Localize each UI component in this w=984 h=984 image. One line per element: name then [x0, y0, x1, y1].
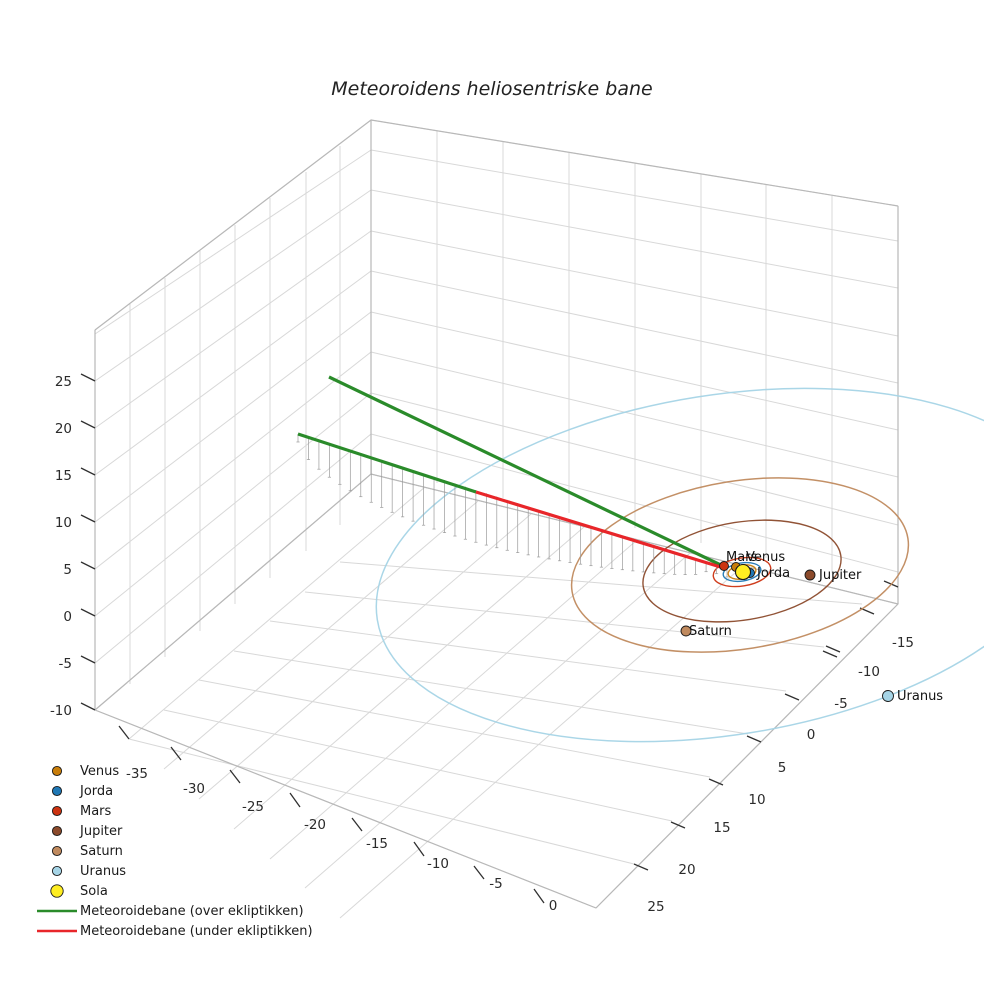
body-label-jupiter: Jupiter — [818, 568, 862, 583]
y-tick-label: 5 — [778, 760, 787, 776]
trajectory-droplines — [296, 434, 729, 578]
orbit-jupiter — [642, 519, 842, 623]
plot-title: Meteoroidens heliosentriske bane — [331, 78, 652, 100]
z-tick-label: 25 — [55, 374, 72, 390]
legend-label-saturn: Saturn — [80, 844, 123, 859]
body-marker-saturn — [680, 625, 692, 637]
x-tick-label: -25 — [242, 799, 264, 815]
y-tick-label: 20 — [678, 862, 695, 878]
y-tick-label: 15 — [713, 820, 730, 836]
z-axis-ticks: 25 20 15 10 5 0 -5 -10 — [50, 373, 96, 719]
trajectory-under-ecliptic — [475, 490, 728, 571]
x-tick-label: 0 — [549, 898, 558, 914]
orbit-paths — [375, 387, 984, 743]
x-tick-label: -20 — [304, 817, 326, 833]
legend-marker-venus — [51, 765, 63, 777]
y-tick-label: -10 — [858, 664, 880, 680]
body-marker-sola — [734, 563, 752, 581]
z-tick-label: 0 — [63, 609, 72, 625]
legend-label-trajectory-over: Meteoroidebane (over ekliptikken) — [80, 904, 304, 919]
meteoroid-trajectory — [297, 375, 728, 571]
legend-item-uranus[interactable]: Uranus — [51, 864, 126, 879]
z-tick-label: 5 — [63, 562, 72, 578]
body-marker-jupiter — [804, 569, 816, 581]
body-label-jorda: Jorda — [756, 566, 790, 581]
body-marker-uranus — [882, 690, 894, 702]
legend-item-saturn[interactable]: Saturn — [51, 844, 123, 859]
legend-marker-sola — [50, 884, 64, 898]
trajectory-over-ecliptic — [297, 432, 477, 494]
z-tick-label: -10 — [50, 703, 72, 719]
body-label-saturn: Saturn — [689, 624, 732, 639]
x-tick-label: -35 — [126, 766, 148, 782]
orbit-saturn — [570, 477, 910, 653]
orbit-jorda — [722, 561, 762, 583]
body-uranus: Uranus — [882, 689, 943, 704]
legend-item-jupiter[interactable]: Jupiter — [51, 824, 123, 839]
x-tick-label: -5 — [489, 876, 502, 892]
legend-item-mars[interactable]: Mars — [51, 804, 112, 819]
legend-item-jorda[interactable]: Jorda — [51, 784, 113, 799]
top-back-edge — [94, 119, 899, 331]
legend-item-sola[interactable]: Sola — [50, 884, 108, 899]
z-tick-label: 10 — [55, 515, 72, 531]
orbit-uranus — [375, 387, 984, 743]
x-axis-ticks: -35 -30 -25 -20 -15 -10 -5 0 — [118, 725, 558, 914]
body-saturn: Saturn — [680, 624, 732, 639]
y-tick-label: -15 — [892, 635, 914, 651]
legend-marker-uranus — [51, 865, 63, 877]
legend-item-trajectory-under[interactable]: Meteoroidebane (under ekliptikken) — [37, 924, 313, 939]
body-mars: Mars — [719, 550, 758, 571]
z-tick-label: 20 — [55, 421, 72, 437]
legend-label-trajectory-under: Meteoroidebane (under ekliptikken) — [80, 924, 313, 939]
legend-label-jorda: Jorda — [79, 784, 113, 799]
pane-left — [94, 118, 372, 711]
y-tick-label: 25 — [647, 899, 664, 915]
legend-label-mars: Mars — [80, 804, 112, 819]
x-tick-label: -30 — [183, 781, 205, 797]
z-tick-label: -5 — [59, 656, 72, 672]
z-tick-label: 15 — [55, 468, 72, 484]
y-axis-spine — [595, 603, 899, 909]
y-tick-label: 10 — [748, 792, 765, 808]
x-tick-label: -10 — [427, 856, 449, 872]
x-tick-label: -15 — [366, 836, 388, 852]
orbit-mars — [712, 556, 772, 588]
legend-label-uranus: Uranus — [80, 864, 126, 879]
y-tick-label: -5 — [834, 696, 847, 712]
trajectory-over-ecliptic — [328, 375, 728, 570]
y-axis-ticks: 25 20 15 10 5 0 -5 -10 -15 — [633, 580, 914, 915]
body-jupiter: Jupiter — [804, 568, 862, 583]
body-label-venus: Venus — [746, 550, 785, 565]
legend-item-venus[interactable]: Venus — [51, 764, 119, 779]
legend-label-venus: Venus — [80, 764, 119, 779]
y-tick-label: 0 — [807, 727, 816, 743]
legend-marker-saturn — [51, 845, 63, 857]
plot-legend: Venus Jorda Mars Jupiter Saturn Uranus Sola Met… — [37, 764, 313, 939]
legend-item-trajectory-over[interactable]: Meteoroidebane (over ekliptikken) — [37, 904, 304, 919]
x-axis-spine — [94, 709, 597, 909]
legend-label-jupiter: Jupiter — [79, 824, 123, 839]
legend-marker-jorda — [51, 785, 63, 797]
legend-marker-jupiter — [51, 825, 63, 837]
body-marker-mars — [719, 561, 729, 571]
body-label-uranus: Uranus — [897, 689, 943, 704]
body-label-mars: Mars — [726, 550, 758, 565]
legend-label-sola: Sola — [80, 884, 108, 899]
legend-marker-mars — [51, 805, 63, 817]
body-sola — [734, 563, 752, 581]
z-tick-group: 25 20 15 10 5 0 -5 -10 — [50, 373, 96, 719]
